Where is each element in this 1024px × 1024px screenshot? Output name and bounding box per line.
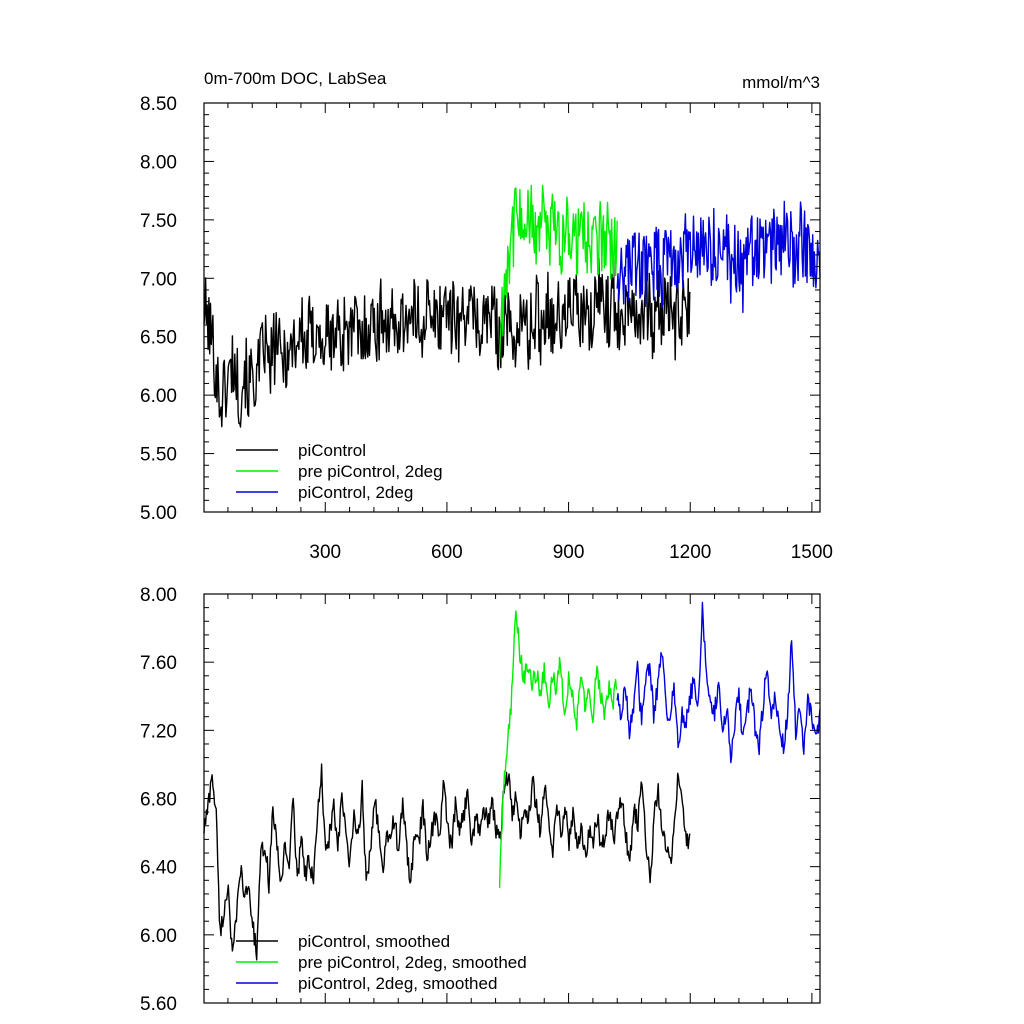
- series-line-piControl-smoothed: [203, 763, 691, 961]
- series-line-piControl_2deg-smoothed: [616, 601, 821, 764]
- x-tick-label: 1200: [669, 542, 711, 563]
- y-tick-label: 6.00: [140, 926, 177, 947]
- y-tick-label: 6.40: [140, 858, 177, 879]
- y-tick-label: 6.50: [140, 328, 177, 349]
- x-tick-label: 1500: [791, 542, 833, 563]
- legend-label: piControl: [298, 441, 366, 460]
- units-label: mmol/m^3: [742, 73, 820, 92]
- legend-label: piControl, 2deg, smoothed: [298, 974, 497, 993]
- x-tick-label: 300: [309, 542, 341, 563]
- y-tick-label: 7.00: [140, 269, 177, 290]
- legend-label: piControl, smoothed: [298, 932, 450, 951]
- y-tick-label: 8.00: [140, 585, 177, 606]
- raw-panel: 5.00 5.50 6.00 6.50 7.00 7.50 8.00 8.50 300 600 90…: [140, 94, 833, 563]
- smoothed-panel: 5.60 6.00 6.40 6.80 7.20 7.60 8.00 piControl, s…: [140, 585, 821, 1015]
- legend-label: piControl, 2deg: [298, 483, 413, 502]
- series-line-piControl-raw: [203, 257, 691, 428]
- series-line-piControl_2deg-raw: [616, 200, 821, 314]
- y-tick-label: 8.50: [140, 94, 177, 115]
- legend-label: pre piControl, 2deg: [298, 462, 443, 481]
- y-tick-label: 5.00: [140, 503, 177, 524]
- series-line-pre_piControl_2deg-raw: [498, 184, 618, 360]
- y-tick-label: 7.60: [140, 653, 177, 674]
- y-tick-label: 6.80: [140, 790, 177, 811]
- plot-frame: [203, 593, 821, 1004]
- legend-label: pre piControl, 2deg, smoothed: [298, 953, 527, 972]
- x-tick-label: 900: [553, 542, 585, 563]
- series-line-pre_piControl_2deg-smoothed: [498, 610, 618, 888]
- y-tick-label: 5.50: [140, 445, 177, 466]
- y-tick-label: 8.00: [140, 152, 177, 173]
- plot-frame: [203, 102, 821, 513]
- y-tick-label: 7.50: [140, 211, 177, 232]
- chart-title: 0m-700m DOC, LabSea: [204, 69, 387, 88]
- y-tick-label: 5.60: [140, 994, 177, 1015]
- x-tick-label: 600: [431, 542, 463, 563]
- y-tick-label: 6.00: [140, 386, 177, 407]
- y-tick-label: 7.20: [140, 721, 177, 742]
